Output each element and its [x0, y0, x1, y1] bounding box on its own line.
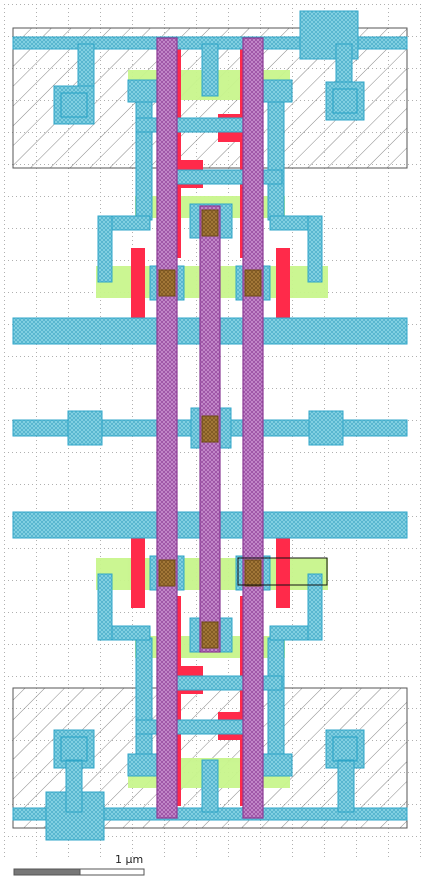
metal1-pin [308, 410, 344, 446]
contact-layer [158, 209, 262, 649]
via [244, 269, 262, 297]
selection-box[interactable] [237, 557, 328, 586]
metal1-tap [127, 79, 159, 103]
metal1-pin [67, 410, 103, 446]
metal1-wire [135, 637, 153, 767]
metal1-wire [97, 215, 113, 283]
tap-contact [332, 736, 358, 762]
metal1-strap [201, 759, 219, 813]
scale-bar-outline [13, 868, 145, 876]
metal1-strap [337, 759, 355, 813]
metal1-tap [325, 81, 365, 121]
metal1-tap [127, 753, 159, 777]
metal1-wire [307, 573, 323, 641]
metal1-wire [267, 91, 285, 221]
metal1-tap [53, 85, 95, 125]
metal1-wire [135, 91, 153, 221]
metal1-wire [135, 117, 247, 133]
metal1-wire [135, 719, 247, 735]
via [201, 415, 219, 443]
via [201, 209, 219, 237]
via [244, 559, 262, 587]
metal1-wire [97, 573, 113, 641]
metal1-wire [171, 675, 283, 691]
metal1-strap [65, 759, 83, 813]
metal2-track [242, 37, 264, 819]
scale-bar-dark [14, 869, 80, 875]
metal1-wire [171, 169, 283, 185]
metal1-tap [261, 753, 293, 777]
scale-bar-light [79, 868, 145, 876]
metal1-tap [261, 79, 293, 103]
scale-bar: 1 µm [13, 853, 145, 876]
tap-contact [60, 92, 88, 118]
metal1-wire [267, 637, 285, 767]
tap-contacts [60, 88, 358, 762]
via [158, 269, 176, 297]
tap-contact [332, 88, 358, 114]
metal2-track [156, 37, 178, 819]
metal1-strap [201, 43, 219, 97]
scale-bar-label: 1 µm [115, 853, 143, 866]
metal1-wire [307, 215, 323, 283]
tap-contact [60, 736, 88, 762]
via [158, 559, 176, 587]
via [201, 621, 219, 649]
